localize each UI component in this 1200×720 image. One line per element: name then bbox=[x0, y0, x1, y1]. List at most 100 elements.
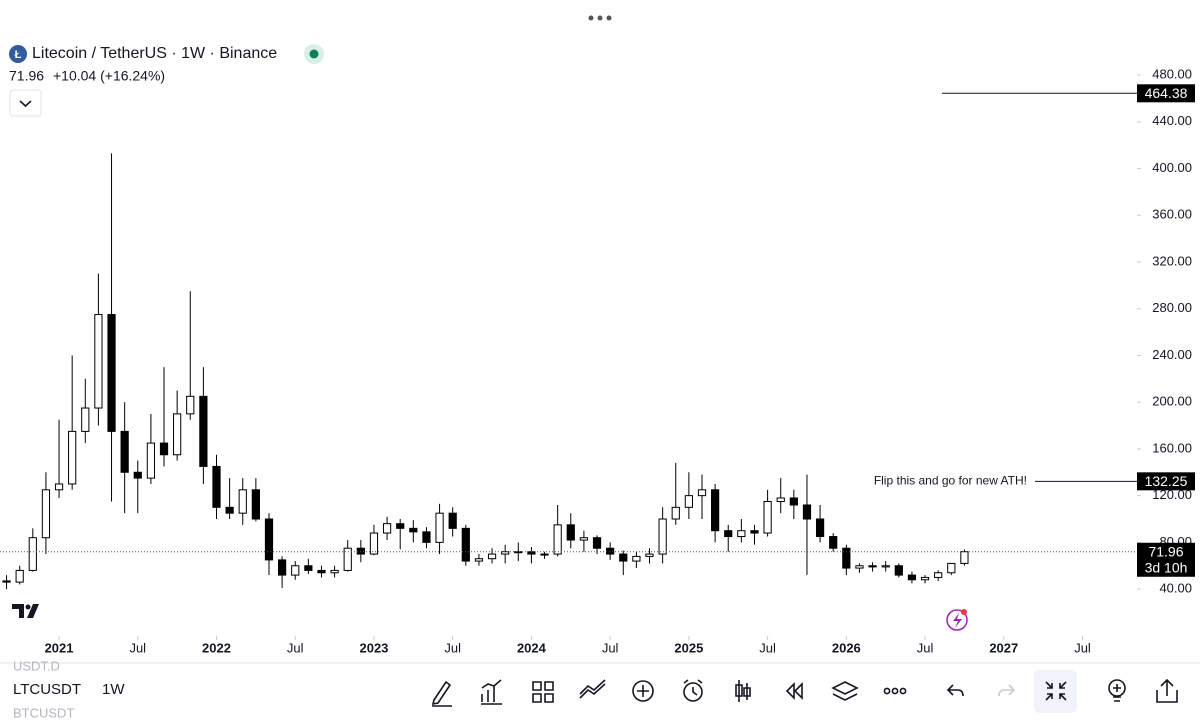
candle-body bbox=[81, 407, 90, 432]
candle-body bbox=[553, 524, 562, 555]
candle-body bbox=[711, 489, 720, 532]
candle-body bbox=[356, 547, 365, 555]
layout-icon[interactable] bbox=[532, 681, 554, 703]
candle-body bbox=[855, 565, 864, 569]
compare-icon[interactable] bbox=[579, 679, 606, 699]
candle-body bbox=[658, 518, 667, 555]
plot: 40.0080.00120.00160.00200.00240.00280.00… bbox=[0, 66, 1195, 655]
more-dot[interactable] bbox=[883, 687, 891, 695]
share-icon[interactable] bbox=[1156, 678, 1178, 703]
coin-logo-glyph: Ł bbox=[15, 49, 22, 61]
fullscreen-button[interactable] bbox=[1034, 670, 1077, 713]
indicators-icon[interactable] bbox=[481, 679, 502, 705]
lightning-button[interactable] bbox=[946, 609, 968, 631]
y-tick-label: 400.00 bbox=[1152, 160, 1192, 175]
candle-body bbox=[632, 555, 641, 562]
candle-body bbox=[28, 537, 37, 571]
logo-part bbox=[25, 604, 31, 610]
symbol-title: Litecoin / TetherUS · 1W · Binance bbox=[32, 45, 277, 62]
candle-body bbox=[159, 442, 169, 456]
draw-icon[interactable] bbox=[431, 680, 452, 707]
y-tick-label: 200.00 bbox=[1152, 394, 1192, 409]
candle-body bbox=[264, 518, 274, 561]
x-tick-label: Jul bbox=[129, 640, 146, 655]
candle-body bbox=[120, 430, 129, 473]
price-tag-bg bbox=[1137, 84, 1195, 103]
x-tick-label: Jul bbox=[287, 640, 304, 655]
y-tick-label: 120.00 bbox=[1152, 487, 1192, 502]
notification-dot bbox=[961, 609, 967, 615]
ideas-icon[interactable] bbox=[1108, 679, 1126, 697]
price-tag: 132.25 bbox=[1145, 473, 1188, 489]
y-tick-label: 320.00 bbox=[1152, 253, 1192, 268]
x-tick-label: 2024 bbox=[517, 640, 547, 655]
y-tick-label: 40.00 bbox=[1159, 581, 1192, 596]
replay-icon[interactable] bbox=[785, 682, 803, 700]
candle-body bbox=[461, 527, 470, 562]
candle-body bbox=[186, 395, 195, 415]
candle-body bbox=[369, 532, 379, 555]
dot bbox=[597, 15, 603, 21]
fullscreen-icon bbox=[1045, 681, 1067, 701]
candle-body bbox=[842, 547, 851, 569]
x-tick-label: 2025 bbox=[674, 640, 703, 655]
candle-body bbox=[199, 395, 208, 467]
x-tick-label: Jul bbox=[1074, 640, 1091, 655]
redo-icon[interactable] bbox=[998, 684, 1016, 697]
y-tick-label: 280.00 bbox=[1152, 300, 1192, 315]
menu-dots[interactable] bbox=[588, 15, 612, 21]
candle-body bbox=[225, 506, 234, 514]
x-tick-label: 2021 bbox=[45, 640, 74, 655]
coin-logo bbox=[9, 45, 27, 63]
candle-body bbox=[396, 523, 405, 529]
undo-icon[interactable] bbox=[946, 684, 964, 697]
last-price-tag-bg bbox=[1137, 542, 1195, 561]
status-dot bbox=[309, 49, 319, 59]
candle-body bbox=[435, 512, 444, 543]
candle-body bbox=[868, 565, 877, 568]
logo-part bbox=[27, 604, 39, 618]
price-tag-bg bbox=[1137, 472, 1195, 491]
candle-body bbox=[382, 523, 392, 534]
collapse-button[interactable] bbox=[9, 89, 42, 117]
y-tick-label: 440.00 bbox=[1152, 113, 1192, 128]
y-tick-label: 240.00 bbox=[1152, 347, 1192, 362]
candle-body bbox=[41, 489, 51, 539]
candle-body bbox=[278, 559, 287, 576]
y-tick-label: 480.00 bbox=[1152, 66, 1192, 81]
logo-part bbox=[12, 604, 24, 618]
chevron bbox=[19, 100, 32, 108]
y-tick-label: 360.00 bbox=[1152, 207, 1192, 222]
candle-body bbox=[2, 580, 11, 583]
last-price-tag: 71.96 bbox=[1148, 543, 1183, 559]
candle-body bbox=[776, 497, 785, 502]
candle-body bbox=[540, 553, 549, 556]
candle-body bbox=[802, 504, 812, 520]
add-icon[interactable] bbox=[632, 680, 654, 702]
candle-body bbox=[789, 497, 798, 506]
next-symbol: BTCUSDT bbox=[13, 705, 74, 720]
more-dot bbox=[899, 687, 907, 695]
candle-body bbox=[579, 537, 589, 541]
toolbar-interval[interactable]: 1W bbox=[102, 681, 125, 698]
prev-symbol: USDT.D bbox=[13, 658, 60, 673]
candle-body bbox=[566, 524, 575, 541]
toolbar-icons-right bbox=[1108, 678, 1178, 703]
dot bbox=[588, 15, 594, 21]
x-tick-label: 2023 bbox=[359, 640, 388, 655]
countdown: 3d 10h bbox=[1145, 559, 1188, 575]
candle-body bbox=[251, 489, 260, 520]
candle-body bbox=[304, 565, 313, 571]
toolbar-symbol[interactable]: LTCUSDT bbox=[13, 681, 81, 698]
candle-body bbox=[606, 547, 615, 555]
candle-body bbox=[146, 442, 156, 479]
alert-icon[interactable] bbox=[683, 682, 703, 702]
candle-body bbox=[133, 471, 142, 479]
countdown-bg bbox=[1137, 559, 1195, 577]
layers-icon[interactable] bbox=[831, 681, 859, 701]
chart-type-icon[interactable] bbox=[735, 680, 751, 702]
candle-body bbox=[448, 512, 457, 529]
candle-body bbox=[409, 527, 418, 533]
ideas-detail bbox=[1113, 684, 1121, 702]
